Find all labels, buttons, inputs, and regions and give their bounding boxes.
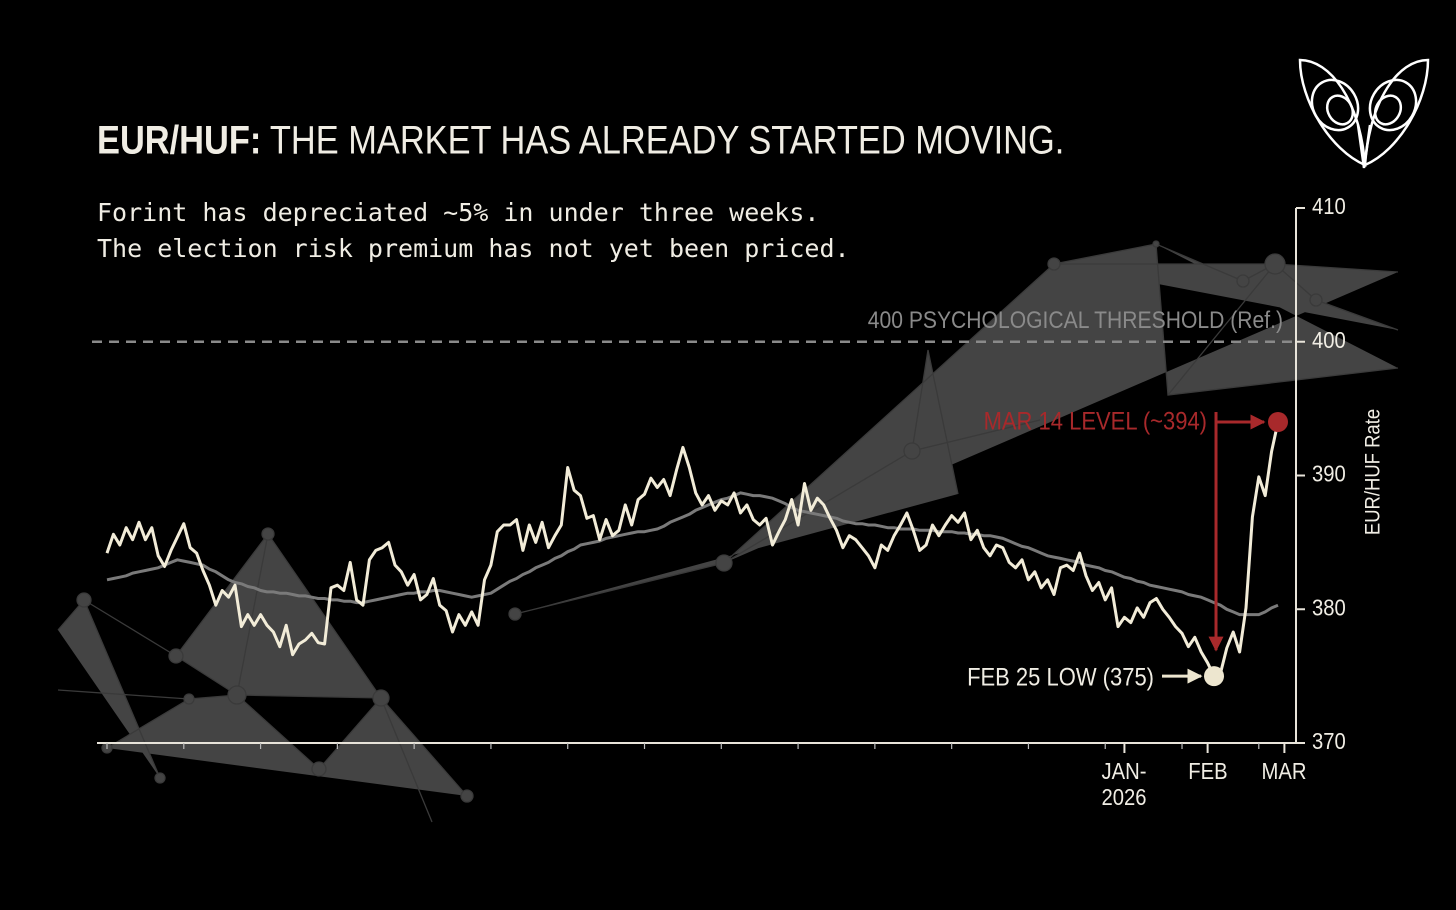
y-axis-label: EUR/HUF Rate — [1361, 409, 1384, 535]
logo — [1298, 58, 1430, 169]
title-lead: EUR/HUF: — [97, 117, 261, 162]
annotation-label: MAR 14 LEVEL (~394) — [984, 407, 1207, 435]
title-text: THE MARKET HAS ALREADY STARTED MOVING. — [270, 117, 1064, 162]
y-tick-label: 410 — [1312, 193, 1346, 220]
y-tick-label: 390 — [1312, 460, 1346, 487]
y-tick-label: 370 — [1312, 728, 1346, 755]
annotation-label: FEB 25 LOW (375) — [967, 663, 1154, 691]
x-tick-label: MAR — [1261, 758, 1307, 784]
annotation-point — [1268, 412, 1288, 432]
y-tick-label: 400 — [1312, 327, 1346, 354]
x-tick-label: FEB — [1187, 758, 1228, 784]
chart-title: EUR/HUF: THE MARKET HAS ALREADY STARTED M… — [97, 117, 1064, 162]
subtitle-line: Forint has depreciated ~5% in under thre… — [97, 198, 820, 227]
threshold-label: 400 PSYCHOLOGICAL THRESHOLD (Ref.) — [868, 307, 1283, 334]
annotation-point — [1204, 666, 1225, 687]
y-tick-label: 380 — [1312, 594, 1346, 621]
subtitle-line: The election risk premium has not yet be… — [97, 234, 850, 263]
x-tick-label: JAN-2026 — [1101, 758, 1147, 810]
price-line — [105, 421, 1280, 678]
